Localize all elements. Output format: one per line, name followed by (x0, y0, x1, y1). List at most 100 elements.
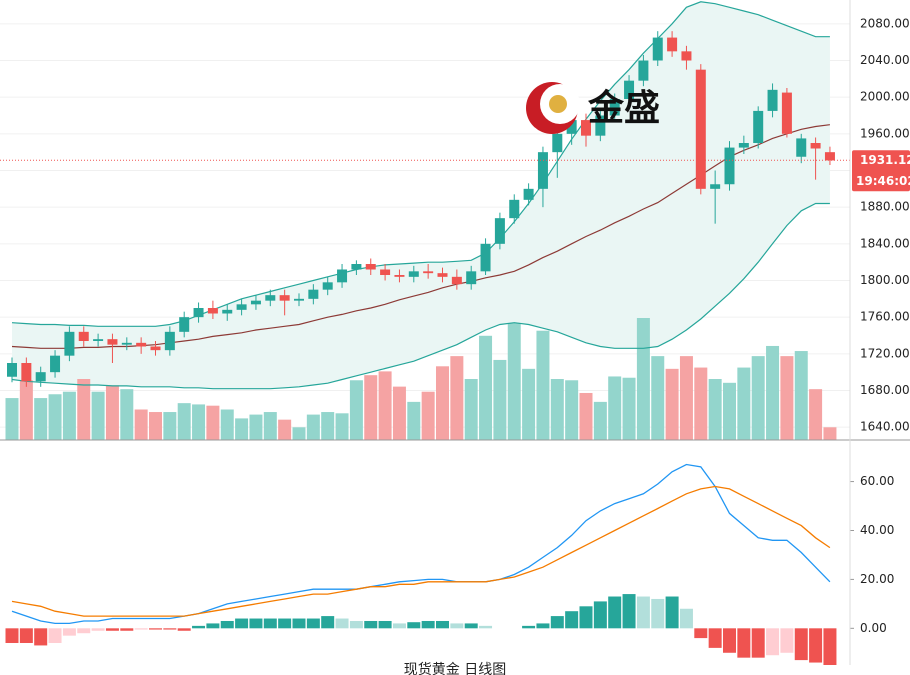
candle-body (724, 147, 735, 185)
histogram-bar (436, 620, 449, 629)
candle-body (279, 295, 290, 301)
histogram-bar (349, 620, 363, 629)
volume-bar (421, 391, 435, 440)
candle-body (494, 218, 505, 244)
histogram-bar (794, 628, 808, 661)
candle-body (408, 271, 419, 277)
last-price-label: 1931.12 (860, 153, 910, 167)
last-price-box (852, 150, 910, 192)
histogram-bar (464, 623, 478, 629)
histogram-bar (479, 625, 493, 629)
countdown-label: 19:46:02 (856, 174, 910, 188)
volume-bar (249, 414, 263, 440)
candle-body (222, 309, 233, 314)
histogram-bar (550, 616, 564, 629)
volume-bar (766, 345, 780, 440)
caption: 现货黄金 日线图 (404, 661, 506, 675)
candle-body (21, 363, 32, 382)
volume-bar (364, 375, 378, 440)
volume-bar (77, 379, 91, 440)
volume-bar (392, 386, 406, 440)
candle-body (437, 273, 448, 277)
volume-bar (206, 405, 220, 440)
volume-bar (436, 366, 449, 440)
candle-body (638, 60, 649, 81)
volume-bar (679, 356, 693, 440)
volume-bar (149, 412, 162, 440)
candle-body (466, 271, 477, 285)
candle-body (7, 363, 17, 377)
candle-body (824, 152, 835, 161)
histogram-bar (19, 628, 33, 643)
volume-bar (278, 419, 292, 440)
logo: 金盛 (526, 82, 660, 134)
histogram-bar (120, 628, 134, 631)
candle-body (652, 37, 663, 61)
y-tick-label: 1680.00 (860, 383, 910, 397)
candle-body (710, 184, 721, 189)
volume-bar (694, 367, 708, 440)
candle-body (250, 300, 261, 305)
y-tick-label: 40.00 (860, 523, 894, 537)
band-line (11, 124, 830, 349)
histogram-bar (292, 618, 306, 629)
volume-bar (464, 379, 478, 440)
volume-bar (479, 335, 493, 440)
candle-body (107, 339, 118, 345)
histogram-bar (5, 628, 19, 643)
volume-bar (550, 379, 564, 440)
candle-body (136, 342, 147, 347)
band-line (11, 1, 830, 327)
y-tick-label: 20.00 (860, 572, 894, 586)
candle-body (523, 188, 534, 200)
candle-body (753, 110, 764, 143)
candle-body (581, 120, 591, 136)
candle-body (193, 308, 204, 318)
histogram-bar (278, 618, 292, 629)
candle-body (294, 298, 304, 301)
histogram-bar (780, 628, 794, 653)
volume-bar (120, 389, 134, 440)
histogram-bar (62, 628, 76, 636)
candle-body (50, 355, 61, 373)
volume-bar (708, 379, 722, 440)
histogram-bar (723, 628, 736, 653)
volume-bar (134, 409, 148, 440)
volume-bar (737, 367, 751, 440)
candle-body (480, 243, 491, 272)
candle-body (624, 80, 635, 99)
volume-bar (306, 414, 320, 440)
y-tick-label: 60.00 (860, 474, 894, 488)
histogram-bar (235, 618, 249, 629)
y-tick-label: 1800.00 (860, 273, 910, 287)
volume-bar (62, 391, 76, 440)
candle-body (179, 317, 190, 332)
histogram-bar (766, 628, 780, 656)
candle-body (308, 289, 319, 299)
candle-body (451, 276, 462, 285)
y-tick-label: 1760.00 (860, 310, 910, 324)
histogram-bar (522, 625, 536, 629)
y-tick-label: 1840.00 (860, 236, 910, 250)
candle-body (150, 346, 161, 351)
volume-bar (321, 412, 335, 440)
volume-bar (636, 318, 650, 440)
y-tick-label: 0.00 (860, 621, 887, 635)
histogram-bar (751, 628, 765, 658)
histogram-bar (636, 596, 650, 629)
y-tick-label: 1880.00 (860, 200, 910, 214)
candle-body (796, 138, 807, 157)
histogram-bar (34, 628, 48, 646)
candle-body (810, 143, 821, 149)
histogram-bar (364, 620, 378, 629)
volume-bar (34, 398, 48, 440)
histogram-bar (737, 628, 751, 658)
candle-body (236, 304, 247, 310)
candle-body (595, 115, 606, 136)
histogram-bar (679, 608, 693, 629)
histogram-bar (565, 611, 579, 629)
volume-bar (579, 392, 593, 440)
histogram-bar (536, 623, 550, 629)
volume-bar (378, 371, 392, 440)
